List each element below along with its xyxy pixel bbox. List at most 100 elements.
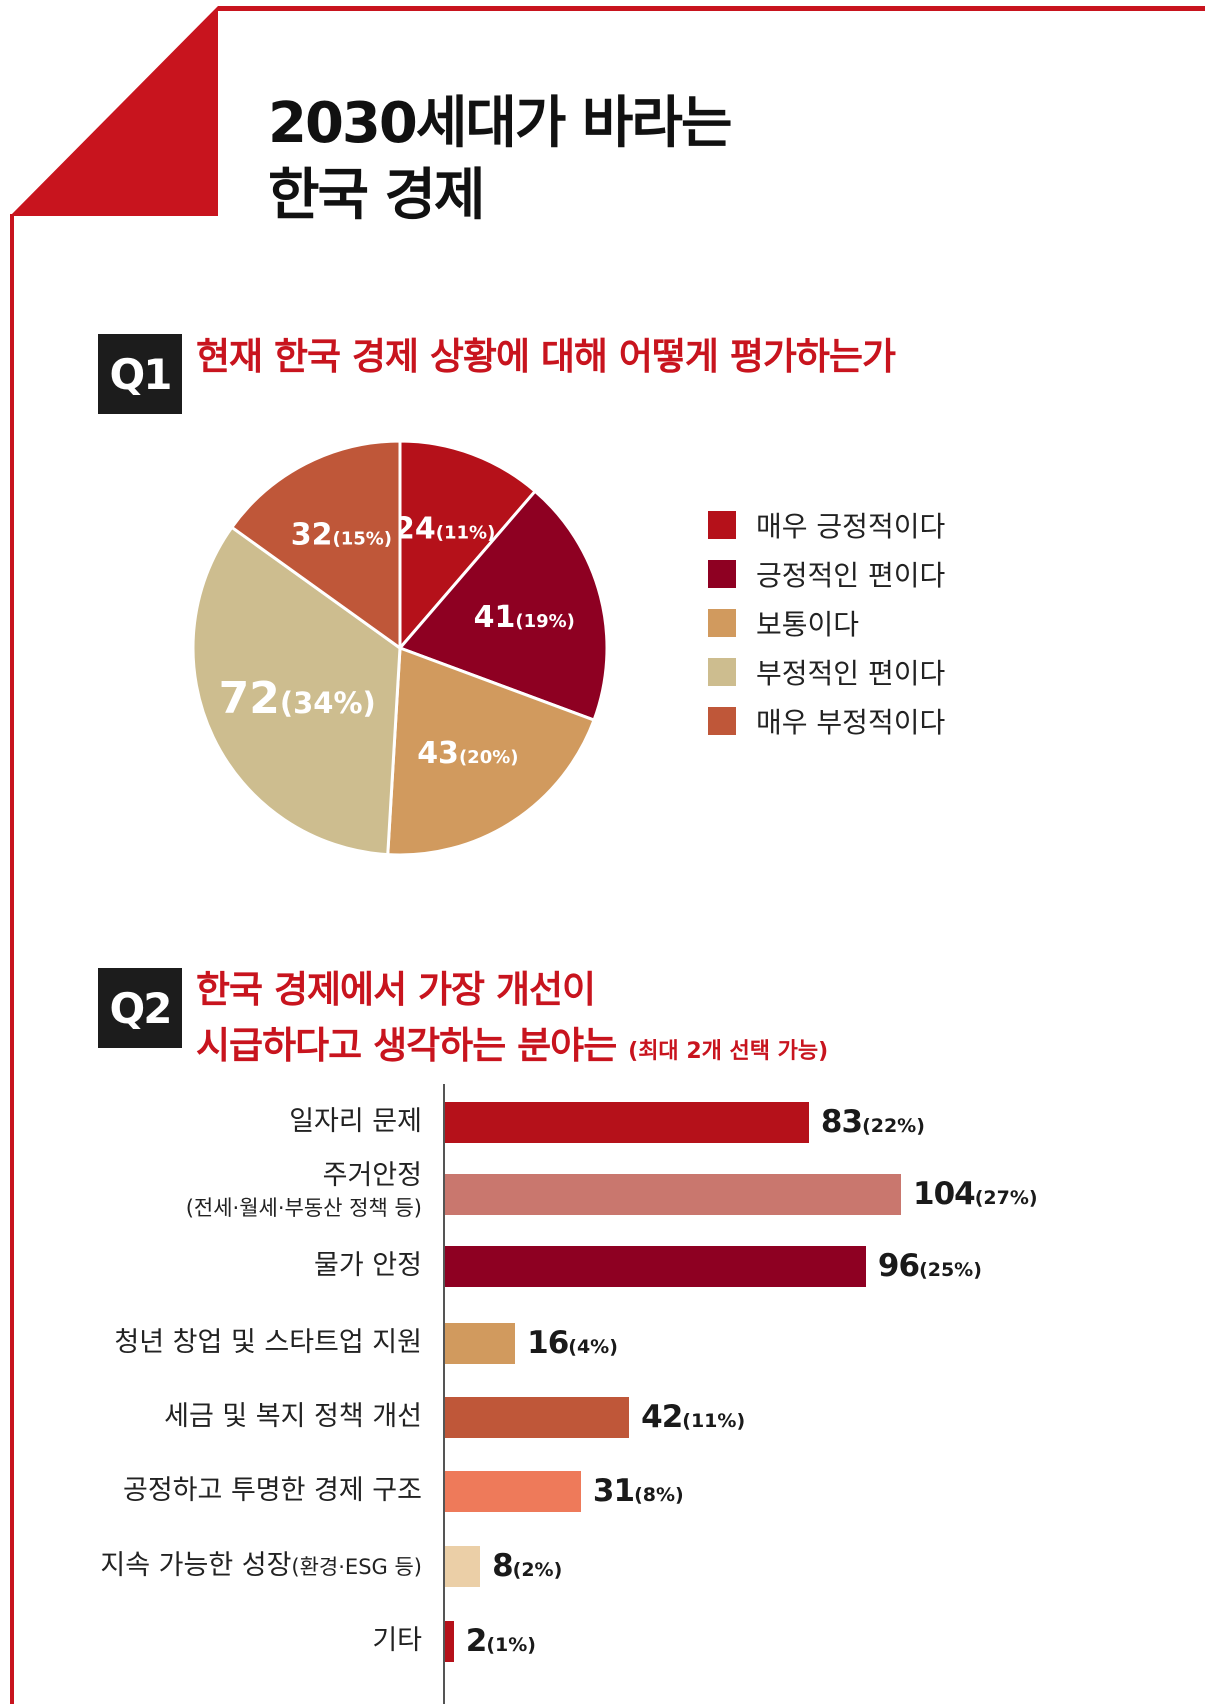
- pie-slice: [398, 439, 538, 653]
- q2-question-line1: 한국 경제에서 가장 개선이: [196, 968, 596, 1011]
- bar-label: 청년 창업 및 스타트업 지원: [114, 1325, 422, 1361]
- legend-label: 매우 부정적이다: [756, 705, 946, 739]
- legend-label: 긍정적인 편이다: [756, 558, 946, 592]
- pie-slice-percent: (20%): [459, 747, 519, 768]
- legend-swatch: [708, 706, 736, 735]
- legend-label: 보통이다: [756, 607, 860, 641]
- q1-question: 현재 한국 경제 상황에 대해 어떻게 평가하는가: [196, 335, 896, 378]
- bar-value: 96: [877, 1248, 920, 1284]
- q2-note: (최대 2개 선택 가능): [628, 1039, 829, 1064]
- pie-slice-label: 32(15%): [291, 518, 392, 553]
- bar-value: 8: [492, 1548, 514, 1584]
- q2-badge: Q2: [98, 968, 182, 1048]
- bar-value: 83: [820, 1104, 863, 1140]
- pie-chart: 24(11%)41(19%)43(20%)72(34%)32(15%): [191, 439, 609, 857]
- legend-swatch: [708, 608, 736, 637]
- legend-label: 매우 긍정적이다: [756, 509, 946, 543]
- pie-slice-percent: (11%): [436, 522, 496, 543]
- bar-label: 물가 안정: [314, 1248, 422, 1284]
- q2-question: 한국 경제에서 가장 개선이 시급하다고 생각하는 분야는 (최대 2개 선택 …: [196, 962, 828, 1080]
- page-title-line1: 2030세대가 바라는: [268, 91, 732, 156]
- legend-item: 긍정적인 편이다: [708, 549, 945, 598]
- bar-label-main: 물가 안정: [314, 1250, 422, 1281]
- page-title-line2: 한국 경제: [268, 163, 486, 228]
- legend-item: 매우 긍정적이다: [708, 500, 945, 549]
- bar-value-label: 2(1%): [466, 1621, 536, 1665]
- bar-value: 16: [527, 1325, 569, 1361]
- bar: [445, 1174, 901, 1215]
- bar-percent: (11%): [682, 1410, 746, 1432]
- bar-label-main: 공정하고 투명한 경제 구조: [123, 1475, 422, 1506]
- page-title: 2030세대가 바라는 한국 경제: [268, 88, 732, 232]
- bar: [445, 1246, 866, 1287]
- bar-value: 42: [641, 1399, 683, 1435]
- pie-slice-label: 43(20%): [417, 736, 518, 771]
- bar-label: 일자리 문제: [289, 1104, 422, 1140]
- bar-label-main: 세금 및 복지 정책 개선: [164, 1401, 422, 1432]
- bar: [445, 1102, 809, 1143]
- bar-label-main: 일자리 문제: [289, 1106, 422, 1137]
- legend-swatch: [708, 510, 736, 539]
- pie-slice: [386, 645, 596, 857]
- bar-percent: (4%): [568, 1336, 618, 1358]
- bar-label: 세금 및 복지 정책 개선: [164, 1399, 422, 1435]
- pie-slice-value: 43: [417, 736, 459, 771]
- legend-swatch: [708, 559, 736, 588]
- legend-label: 부정적인 편이다: [756, 656, 946, 690]
- bar: [445, 1323, 516, 1364]
- bar-percent: (1%): [486, 1634, 536, 1656]
- pie-slice-value: 72: [219, 673, 280, 724]
- pie-slice-percent: (34%): [280, 686, 376, 720]
- bar-value-label: 8(2%): [492, 1546, 562, 1590]
- q2-question-line2: 시급하다고 생각하는 분야는 (최대 2개 선택 가능): [196, 1018, 828, 1080]
- bar-percent: (27%): [974, 1187, 1038, 1209]
- bar-chart-axis: [443, 1084, 445, 1704]
- legend-item: 매우 부정적이다: [708, 696, 945, 745]
- bar: [445, 1621, 454, 1662]
- bar-value-label: 104(27%): [913, 1174, 1038, 1218]
- bar-value-label: 96(25%): [878, 1246, 982, 1290]
- bar-label: 지속 가능한 성장(환경·ESG 등): [100, 1548, 422, 1585]
- bar-label: 공정하고 투명한 경제 구조: [123, 1473, 422, 1509]
- bar: [445, 1397, 630, 1438]
- bar-label: 주거안정 (전세·월세·부동산 정책 등): [186, 1160, 422, 1224]
- pie-slice-percent: (19%): [515, 611, 575, 632]
- legend-item: 보통이다: [708, 598, 945, 647]
- pie-slice-value: 32: [291, 518, 333, 553]
- pie-slice-percent: (15%): [332, 529, 392, 550]
- q1-badge: Q1: [98, 334, 182, 414]
- bar-label-sub: (전세·월세·부동산 정책 등): [185, 1196, 422, 1220]
- pie-slice: [229, 439, 402, 651]
- frame-left-border: [10, 214, 14, 1704]
- pie-slice-label: 41(19%): [474, 600, 575, 635]
- q2-question-line2-text: 시급하다고 생각하는 분야는: [196, 1024, 617, 1067]
- bar-percent: (25%): [919, 1259, 982, 1281]
- bar-label-sub: (환경·ESG 등): [291, 1555, 422, 1579]
- bar-percent: (8%): [634, 1484, 684, 1506]
- bar: [445, 1471, 581, 1512]
- bar-label-main: 청년 창업 및 스타트업 지원: [114, 1327, 422, 1358]
- bar: [445, 1546, 481, 1587]
- legend-item: 부정적인 편이다: [708, 647, 945, 696]
- bar-value: 31: [592, 1473, 635, 1509]
- frame-top-border: [218, 6, 1205, 11]
- bar-value: 104: [913, 1176, 976, 1212]
- bar-percent: (2%): [512, 1559, 563, 1581]
- bar-value: 2: [465, 1623, 488, 1659]
- bar-percent: (22%): [862, 1115, 925, 1137]
- bar-value-label: 31(8%): [593, 1471, 684, 1515]
- bar-label-main: 기타: [372, 1625, 422, 1656]
- bar-label-main: 주거안정: [322, 1160, 422, 1191]
- legend-swatch: [708, 657, 736, 686]
- pie-slice-label: 72(34%): [219, 673, 376, 724]
- pie-slice: [397, 489, 609, 723]
- bar-label-main: 지속 가능한 성장: [100, 1550, 292, 1581]
- pie-slice: [191, 525, 402, 857]
- red-corner-triangle: [10, 6, 218, 216]
- bar-value-label: 16(4%): [527, 1323, 618, 1367]
- bar-label: 기타: [372, 1623, 422, 1659]
- bar-value-label: 42(11%): [641, 1397, 745, 1441]
- bar-value-label: 83(22%): [821, 1102, 925, 1146]
- pie-slice-value: 41: [474, 600, 516, 635]
